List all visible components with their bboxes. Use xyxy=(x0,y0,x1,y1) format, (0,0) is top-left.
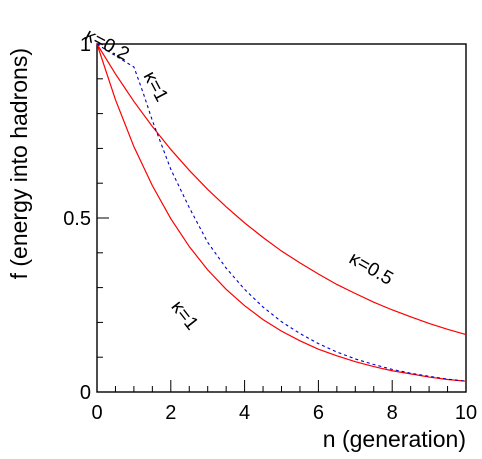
curve-annotation-2: κ=0.5 xyxy=(345,248,396,290)
x-tick-label: 8 xyxy=(387,402,398,424)
series-group xyxy=(96,43,467,382)
y-tick-label: 0.5 xyxy=(63,208,91,230)
series-line-2 xyxy=(96,43,467,382)
y-tick-label: 0 xyxy=(80,382,91,404)
x-axis-label: n (generation) xyxy=(323,426,466,452)
x-tick-label: 0 xyxy=(91,402,102,424)
y-tick-label: 1 xyxy=(80,34,91,56)
ticks-group: 0 2 4 6 8 10 0 0.5 1 xyxy=(63,34,477,424)
x-tick-label: 4 xyxy=(239,402,250,424)
series-line-1 xyxy=(96,43,467,382)
series-line-0 xyxy=(96,43,467,336)
x-tick-label: 6 xyxy=(313,402,324,424)
x-tick-label: 10 xyxy=(455,402,477,424)
annotations-group: κ=0.2κ=1κ=0.5κ=1 xyxy=(81,25,396,335)
y-axis-label: f (energy into hadrons) xyxy=(6,48,32,279)
x-tick-label: 2 xyxy=(165,402,176,424)
curve-annotation-1: κ=1 xyxy=(139,68,172,105)
curve-annotation-3: κ=1 xyxy=(166,297,202,334)
